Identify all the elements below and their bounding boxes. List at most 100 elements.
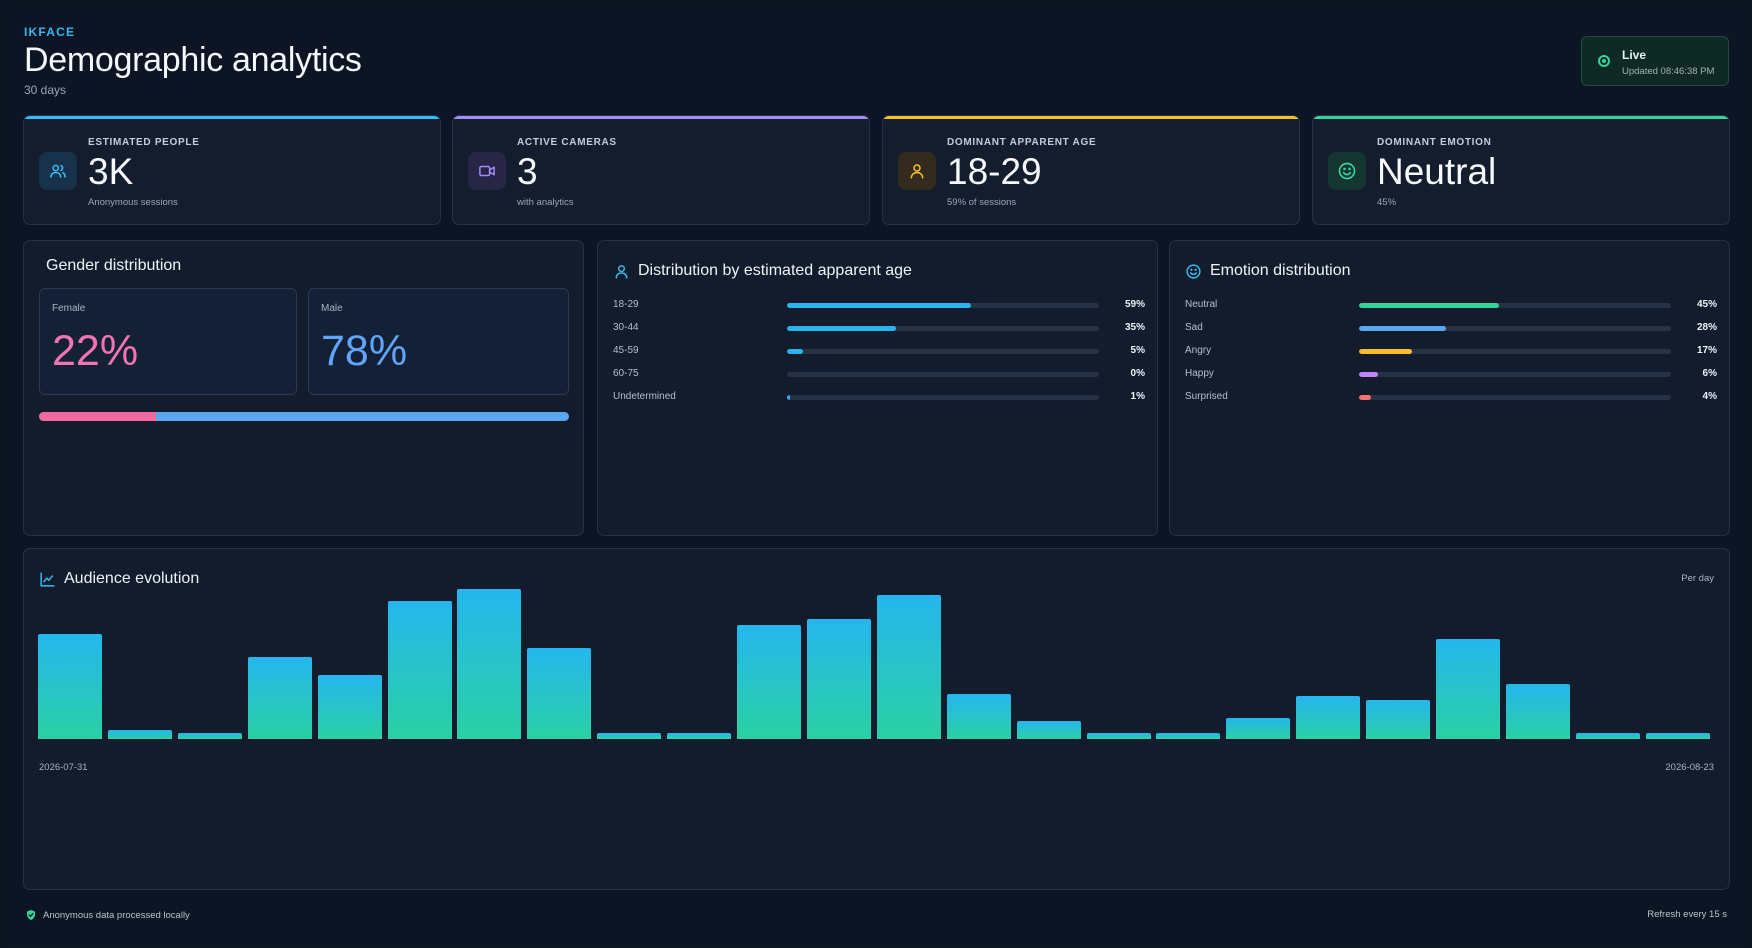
age-row: 45-59 5%	[613, 345, 1145, 359]
audience-bar[interactable]	[247, 656, 312, 739]
kpi-subtext: with analytics	[517, 197, 574, 208]
emotion-row-fill	[1359, 372, 1378, 377]
live-status-badge: Live Updated 08:46:38 PM	[1581, 36, 1729, 86]
panel-title-text: Emotion distribution	[1210, 262, 1351, 279]
gender-split-bar	[39, 412, 569, 421]
granularity-label: Per day	[1681, 573, 1714, 584]
age-row-track	[787, 349, 1099, 354]
age-row-label: Undetermined	[613, 391, 676, 402]
panel-title: Audience evolution	[39, 570, 199, 588]
age-row: 30-44 35%	[613, 322, 1145, 336]
audience-bar[interactable]	[527, 647, 592, 739]
emotion-row-fill	[1359, 303, 1500, 308]
x-axis-end-label: 2026-08-23	[1665, 762, 1714, 773]
age-row: 18-29 59%	[613, 299, 1145, 313]
panel-title: Gender distribution	[46, 257, 182, 274]
male-share-card: Male 78%	[308, 288, 569, 395]
age-row-track	[787, 326, 1099, 331]
emotion-row: Angry 17%	[1185, 345, 1717, 359]
kpi-estimated-people: ESTIMATED PEOPLE 3K Anonymous sessions	[23, 115, 441, 225]
audience-bar[interactable]	[1645, 733, 1710, 739]
brand-name: IKFACE	[24, 25, 76, 39]
emotion-row: Surprised 4%	[1185, 391, 1717, 405]
audience-bar[interactable]	[1366, 700, 1431, 739]
emotion-row-track	[1359, 303, 1671, 308]
shield-check-icon	[27, 910, 35, 920]
audience-bar-chart	[38, 589, 1718, 739]
refresh-interval: Refresh every 15 s	[1647, 909, 1727, 920]
live-dot-icon	[1598, 55, 1610, 67]
kpi-value: 3K	[88, 151, 134, 192]
kpi-subtext: Anonymous sessions	[88, 197, 178, 208]
age-row: Undetermined 1%	[613, 391, 1145, 405]
age-row-fill	[787, 326, 897, 331]
audience-bar[interactable]	[737, 625, 801, 739]
kpi-dominant-emotion: DOMINANT EMOTION Neutral 45%	[1312, 115, 1730, 225]
video-camera-icon	[468, 152, 506, 190]
live-label: Live	[1622, 48, 1647, 62]
kpi-label: DOMINANT APPARENT AGE	[947, 137, 1097, 148]
audience-bar[interactable]	[177, 733, 242, 739]
female-share-fill	[39, 412, 156, 421]
audience-bar[interactable]	[667, 733, 732, 739]
emotion-row-value: 17%	[1696, 345, 1717, 356]
last-updated: Updated 08:46:38 PM	[1622, 66, 1715, 77]
audience-bar[interactable]	[1086, 733, 1151, 739]
age-row-value: 1%	[1130, 391, 1145, 402]
audience-bar[interactable]	[1226, 718, 1291, 739]
audience-bar[interactable]	[317, 674, 382, 739]
emotion-distribution-panel: Emotion distribution Neutral 45% Sad 28% Ang…	[1169, 240, 1730, 536]
audience-bar[interactable]	[1505, 683, 1570, 739]
privacy-note: Anonymous data processed locally	[25, 909, 190, 921]
kpi-value: 18-29	[947, 151, 1042, 192]
kpi-accent-bar	[453, 116, 869, 119]
age-row-fill	[787, 395, 791, 400]
audience-bar[interactable]	[946, 694, 1011, 739]
audience-bar[interactable]	[1016, 721, 1081, 739]
male-value: 78%	[321, 327, 408, 375]
female-share-card: Female 22%	[39, 288, 297, 395]
audience-bar[interactable]	[1156, 733, 1221, 739]
emotion-row: Neutral 45%	[1185, 299, 1717, 313]
audience-bar[interactable]	[1296, 695, 1361, 739]
age-row-track	[787, 372, 1099, 377]
user-icon	[615, 264, 628, 279]
audience-evolution-panel: Audience evolution Per day 2026-07-31 20…	[23, 548, 1730, 890]
gender-distribution-panel: Gender distribution Female 22% Male 78%	[23, 240, 584, 536]
audience-bar[interactable]	[457, 589, 522, 739]
age-row-track	[787, 303, 1099, 308]
audience-bar[interactable]	[876, 595, 941, 739]
audience-bar[interactable]	[107, 730, 172, 739]
kpi-subtext: 45%	[1377, 197, 1397, 208]
audience-bar[interactable]	[38, 634, 102, 739]
age-row-label: 60-75	[613, 368, 639, 379]
emotion-row-label: Neutral	[1185, 299, 1218, 310]
kpi-accent-bar	[24, 116, 440, 119]
age-row-label: 30-44	[613, 322, 639, 333]
audience-bar[interactable]	[597, 733, 662, 739]
emotion-row-track	[1359, 349, 1671, 354]
kpi-label: DOMINANT EMOTION	[1377, 137, 1492, 148]
age-row-value: 35%	[1124, 322, 1145, 333]
emotion-row-track	[1359, 395, 1671, 400]
emotion-row-track	[1359, 326, 1671, 331]
smile-icon	[1186, 263, 1201, 279]
emotion-row-label: Happy	[1185, 368, 1214, 379]
emotion-row: Sad 28%	[1185, 322, 1717, 336]
age-row: 60-75 0%	[613, 368, 1145, 382]
audience-bar[interactable]	[1436, 638, 1500, 739]
emotion-row-label: Sad	[1185, 322, 1203, 333]
kpi-value: 3	[517, 151, 538, 192]
age-row-fill	[787, 349, 803, 354]
period-label: 30 days	[24, 83, 67, 97]
emotion-row-value: 28%	[1696, 322, 1717, 333]
privacy-text: Anonymous data processed locally	[43, 909, 190, 921]
audience-bar[interactable]	[1575, 733, 1640, 739]
emotion-row-value: 45%	[1696, 299, 1717, 310]
kpi-accent-bar	[883, 116, 1299, 119]
age-row-value: 0%	[1130, 368, 1145, 379]
emotion-row-label: Surprised	[1185, 391, 1228, 402]
panel-title-text: Audience evolution	[64, 570, 200, 587]
audience-bar[interactable]	[806, 619, 871, 739]
audience-bar[interactable]	[387, 601, 452, 739]
